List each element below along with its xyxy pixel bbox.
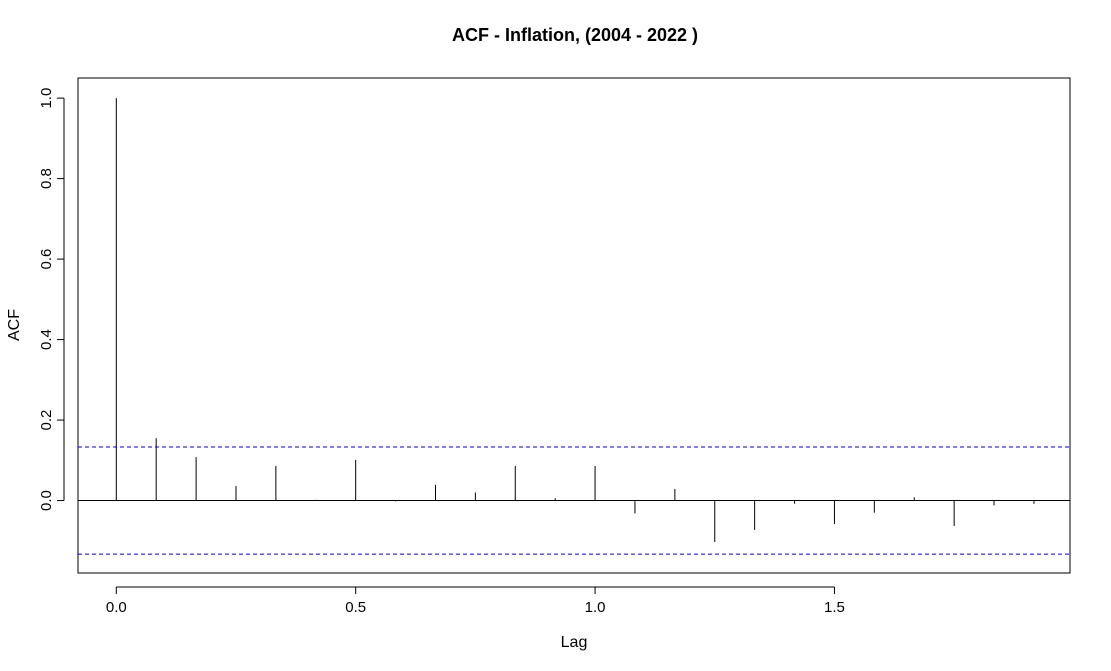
x-tick-label-0: 0.0 xyxy=(106,599,127,616)
confidence-bands xyxy=(78,446,1070,555)
y-tick-label-4: 0.8 xyxy=(38,168,55,189)
y-tick-label-2: 0.4 xyxy=(38,329,55,350)
x-tick-label-2: 1.0 xyxy=(585,599,606,616)
x-axis: 0.0 0.5 1.0 1.5 xyxy=(106,586,845,616)
y-tick-label-0: 0.0 xyxy=(38,490,55,511)
chart-title: ACF - Inflation, (2004 - 2022 ) xyxy=(452,25,698,45)
acf-stems xyxy=(78,98,1070,543)
y-tick-label-3: 0.6 xyxy=(38,249,55,270)
y-tick-label-5: 1.0 xyxy=(38,88,55,109)
x-tick-label-3: 1.5 xyxy=(824,599,845,616)
y-axis-label: ACF xyxy=(6,309,23,341)
x-tick-label-1: 0.5 xyxy=(345,599,366,616)
x-axis-label: Lag xyxy=(561,634,588,651)
y-tick-label-1: 0.2 xyxy=(38,410,55,431)
plot-frame xyxy=(77,77,1071,574)
y-axis: 0.0 0.2 0.4 0.6 0.8 1.0 xyxy=(38,88,65,511)
